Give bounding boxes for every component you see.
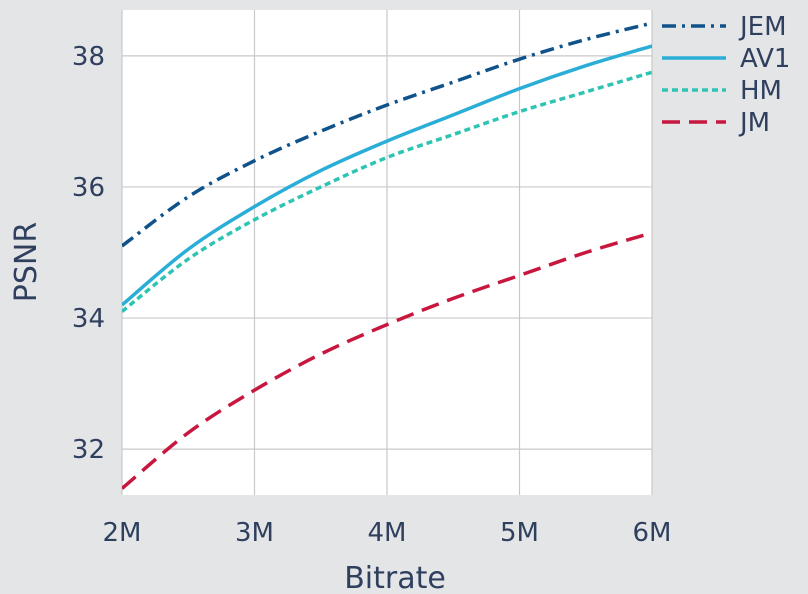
x-tick-labels: 2M 3M 4M 5M 6M — [103, 518, 672, 548]
legend-label-jem: JEM — [738, 12, 787, 42]
x-tick-label-0: 2M — [103, 518, 142, 548]
series-line-jem — [122, 21, 652, 248]
x-tick-label-2: 4M — [368, 518, 407, 548]
y-axis-label: PSNR — [9, 222, 44, 302]
grid-lines — [121, 10, 653, 495]
x-tick-label-4: 6M — [633, 518, 672, 548]
y-tick-label-0: 32 — [72, 435, 105, 465]
series-line-av1 — [122, 44, 652, 307]
y-tick-labels: 32 34 36 38 — [72, 42, 105, 465]
y-tick-label-2: 36 — [72, 173, 105, 203]
y-tick-label-3: 38 — [72, 42, 105, 72]
series-line-jm — [122, 231, 652, 490]
x-axis-label: Bitrate — [344, 561, 446, 594]
legend-label-hm: HM — [740, 76, 782, 106]
series-line-hm — [122, 70, 652, 313]
x-tick-label-1: 3M — [235, 518, 274, 548]
legend-label-jm: JM — [738, 108, 770, 138]
y-tick-label-1: 34 — [72, 304, 105, 334]
legend-label-av1: AV1 — [740, 44, 790, 74]
x-tick-label-3: 5M — [500, 518, 539, 548]
series-lines — [122, 21, 652, 490]
